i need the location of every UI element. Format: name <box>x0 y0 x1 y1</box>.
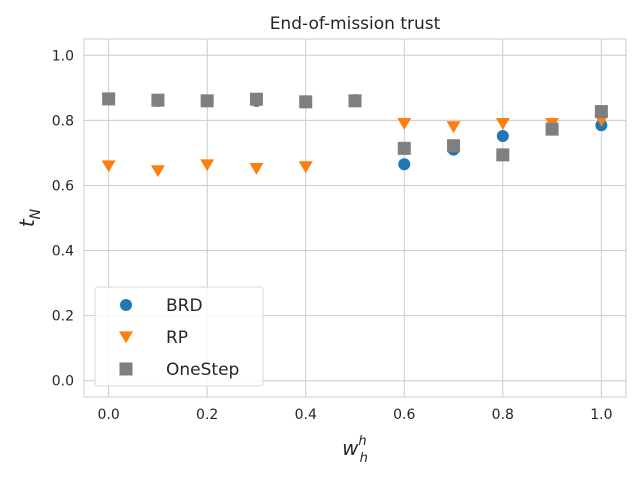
onestep-point <box>249 92 263 106</box>
x-tick-label: 0.4 <box>295 407 317 423</box>
y-tick-label: 0.8 <box>52 113 74 129</box>
series-onestep <box>102 92 608 162</box>
y-tick-label: 0.2 <box>52 309 74 325</box>
y-tick-label: 0.4 <box>52 244 74 260</box>
chart-title: End-of-mission trust <box>270 14 441 34</box>
x-axis-label-sub: h <box>360 451 368 466</box>
rp-point <box>397 118 412 130</box>
x-axis-label: wh h <box>342 434 368 466</box>
legend-marker-rp <box>119 331 133 344</box>
x-tick-label: 0.6 <box>393 407 415 423</box>
tick-labels: 0.0 0.2 0.4 0.6 0.8 1.0 0.0 0.2 0.4 0.6 0.8 1.0 <box>52 48 613 423</box>
onestep-point <box>447 139 461 153</box>
legend-label-onestep: OneStep <box>166 360 239 380</box>
y-tick-label: 0.0 <box>52 374 74 390</box>
legend: BRD RP OneStep <box>94 286 264 387</box>
legend-marker-onestep <box>119 362 133 376</box>
legend-box <box>94 286 264 387</box>
legend-label-brd: BRD <box>166 296 203 316</box>
x-axis-label-sup: h <box>358 434 366 449</box>
rp-point <box>298 161 313 174</box>
x-axis-label-base: w <box>342 436 359 460</box>
plot-frame <box>83 38 627 398</box>
onestep-point <box>299 95 313 109</box>
y-axis-label-base: t <box>15 218 39 227</box>
y-axis-label-sub: N <box>28 208 44 219</box>
rp-point <box>200 159 215 172</box>
x-tick-label: 0.8 <box>492 407 514 423</box>
rp-point <box>249 162 264 175</box>
y-tick-label: 1.0 <box>52 48 74 64</box>
onestep-point <box>348 94 362 108</box>
data-points <box>101 92 609 178</box>
rp-point <box>495 118 510 130</box>
rp-point <box>101 160 116 173</box>
x-tick-label: 0.0 <box>98 407 120 423</box>
y-axis-label: tN <box>15 208 44 227</box>
legend-label-rp: RP <box>166 328 188 348</box>
onestep-point <box>151 93 165 107</box>
onestep-point <box>397 141 411 155</box>
legend-marker-brd <box>120 299 132 311</box>
onestep-point <box>545 122 559 136</box>
x-tick-label: 0.2 <box>196 407 218 423</box>
y-tick-label: 0.6 <box>52 178 74 194</box>
onestep-point <box>102 92 116 106</box>
rp-point <box>446 121 461 134</box>
onestep-point <box>496 148 510 162</box>
brd-point <box>496 129 509 142</box>
brd-point <box>398 158 411 171</box>
x-tick-label: 1.0 <box>590 407 612 423</box>
rp-point <box>150 165 165 178</box>
onestep-point <box>594 105 608 119</box>
onestep-point <box>200 94 214 108</box>
